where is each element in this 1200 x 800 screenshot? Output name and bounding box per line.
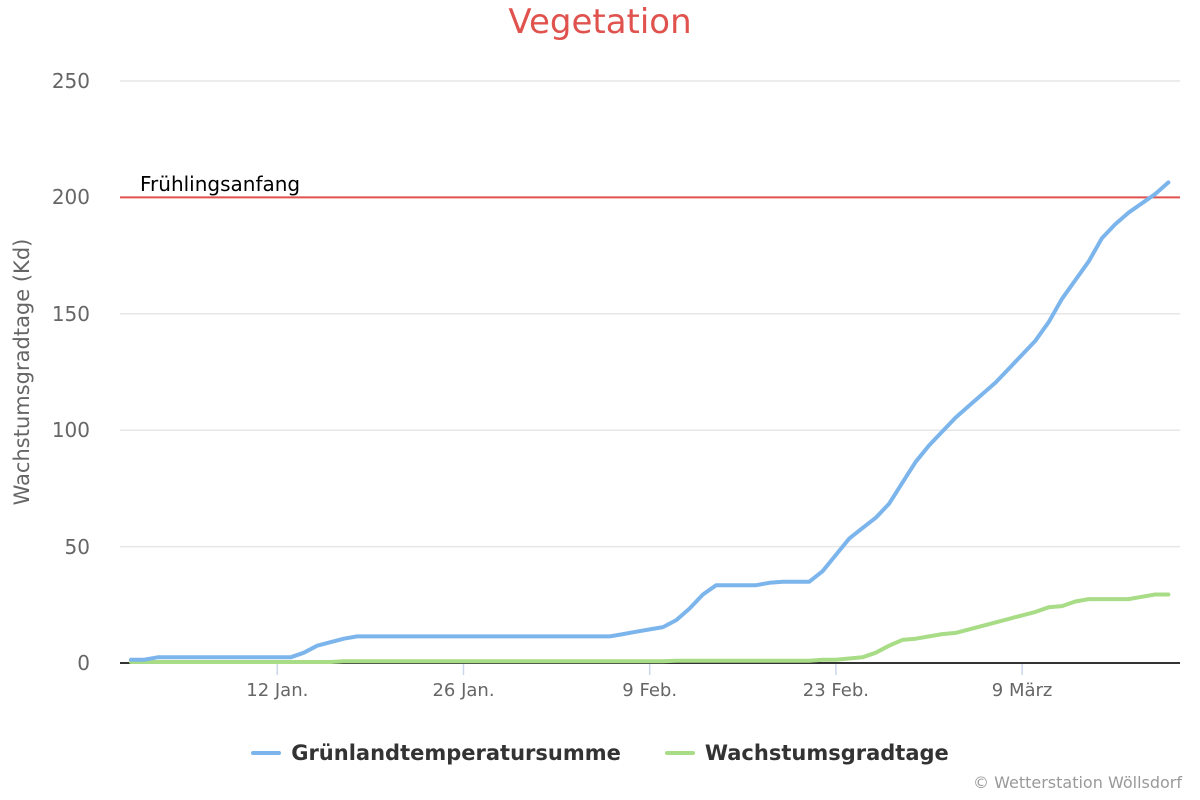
legend-line-icon: [664, 751, 695, 755]
chart-title: Vegetation: [508, 2, 692, 42]
x-tick-label: 9 März: [991, 680, 1053, 701]
legend-line-icon: [251, 751, 282, 755]
y-tick-label: 100: [51, 418, 90, 443]
legend-item-gruenlandtemperatursumme[interactable]: Grünlandtemperatursumme: [251, 741, 621, 765]
y-tick-label: 150: [51, 301, 90, 326]
grid-lines: [120, 80, 1180, 548]
series-line-gruenlandtemperatursumme[interactable]: [129, 180, 1171, 662]
x-tick-label: 9 Feb.: [622, 680, 678, 701]
legend: Grünlandtemperatursumme Wachstumsgradtag…: [0, 741, 1200, 765]
y-tick-label: 200: [51, 185, 90, 210]
y-tick-label: 50: [64, 534, 90, 559]
legend-label: Wachstumsgradtage: [704, 741, 949, 765]
y-tick-label: 0: [77, 651, 90, 675]
x-tick-label: 23 Feb.: [802, 680, 869, 701]
credits[interactable]: © Wetterstation Wöllsdorf: [973, 773, 1182, 792]
legend-item-wachstumsgradtage[interactable]: Wachstumsgradtage: [664, 741, 949, 765]
series-line-wachstumsgradtage[interactable]: [129, 592, 1171, 664]
y-tick-label: 250: [51, 69, 90, 93]
legend-label: Grünlandtemperatursumme: [291, 741, 621, 765]
x-axis-tick-marks: [276, 663, 1023, 675]
x-tick-label: 12 Jan.: [246, 680, 309, 701]
plot-line-label: Frühlingsanfang: [140, 172, 301, 196]
x-tick-label: 26 Jan.: [432, 680, 495, 701]
